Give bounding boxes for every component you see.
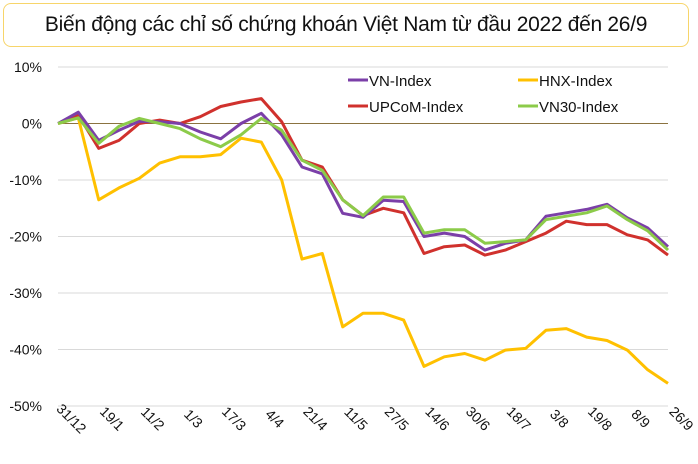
x-tick-label: 17/3 [219, 403, 250, 434]
legend-label: HNX-Index [539, 73, 613, 90]
x-tick-label: 19/8 [585, 403, 616, 434]
series-line-vn-index [57, 110, 670, 252]
x-tick-label: 3/8 [547, 406, 572, 431]
x-tick-label: 8/9 [628, 406, 653, 431]
y-tick-label: -40% [9, 342, 42, 358]
x-tick-label: 1/3 [181, 406, 206, 431]
chart-title: Biến động các chỉ số chứng khoán Việt Na… [44, 13, 648, 36]
y-tick-label: 10% [14, 59, 42, 75]
y-tick-label: 0% [22, 116, 42, 132]
x-tick-label: 30/6 [463, 403, 494, 434]
legend-label: VN-Index [369, 73, 432, 90]
series-line-hnx-index [57, 116, 669, 385]
x-tick-label: 26/9 [666, 403, 697, 434]
y-tick-label: -10% [9, 172, 42, 188]
series-line-vn30-index [57, 116, 670, 252]
x-tick-label: 14/6 [422, 403, 453, 434]
legend-label: VN30-Index [539, 99, 619, 116]
x-tick-label: 19/1 [97, 403, 128, 434]
x-tick-label: 11/2 [138, 404, 168, 434]
y-tick-label: -20% [9, 229, 42, 245]
x-tick-label: 27/5 [382, 403, 413, 434]
x-tick-label: 11/5 [341, 404, 371, 434]
x-tick-label: 18/7 [504, 403, 535, 434]
chart-title-box: Biến động các chỉ số chứng khoán Việt Na… [3, 3, 689, 47]
legend-label: UPCoM-Index [369, 99, 464, 116]
y-tick-label: -50% [9, 398, 42, 414]
y-tick-label: -30% [9, 285, 42, 301]
x-tick-label: 21/4 [300, 403, 331, 434]
x-tick-label: 4/4 [262, 406, 287, 431]
